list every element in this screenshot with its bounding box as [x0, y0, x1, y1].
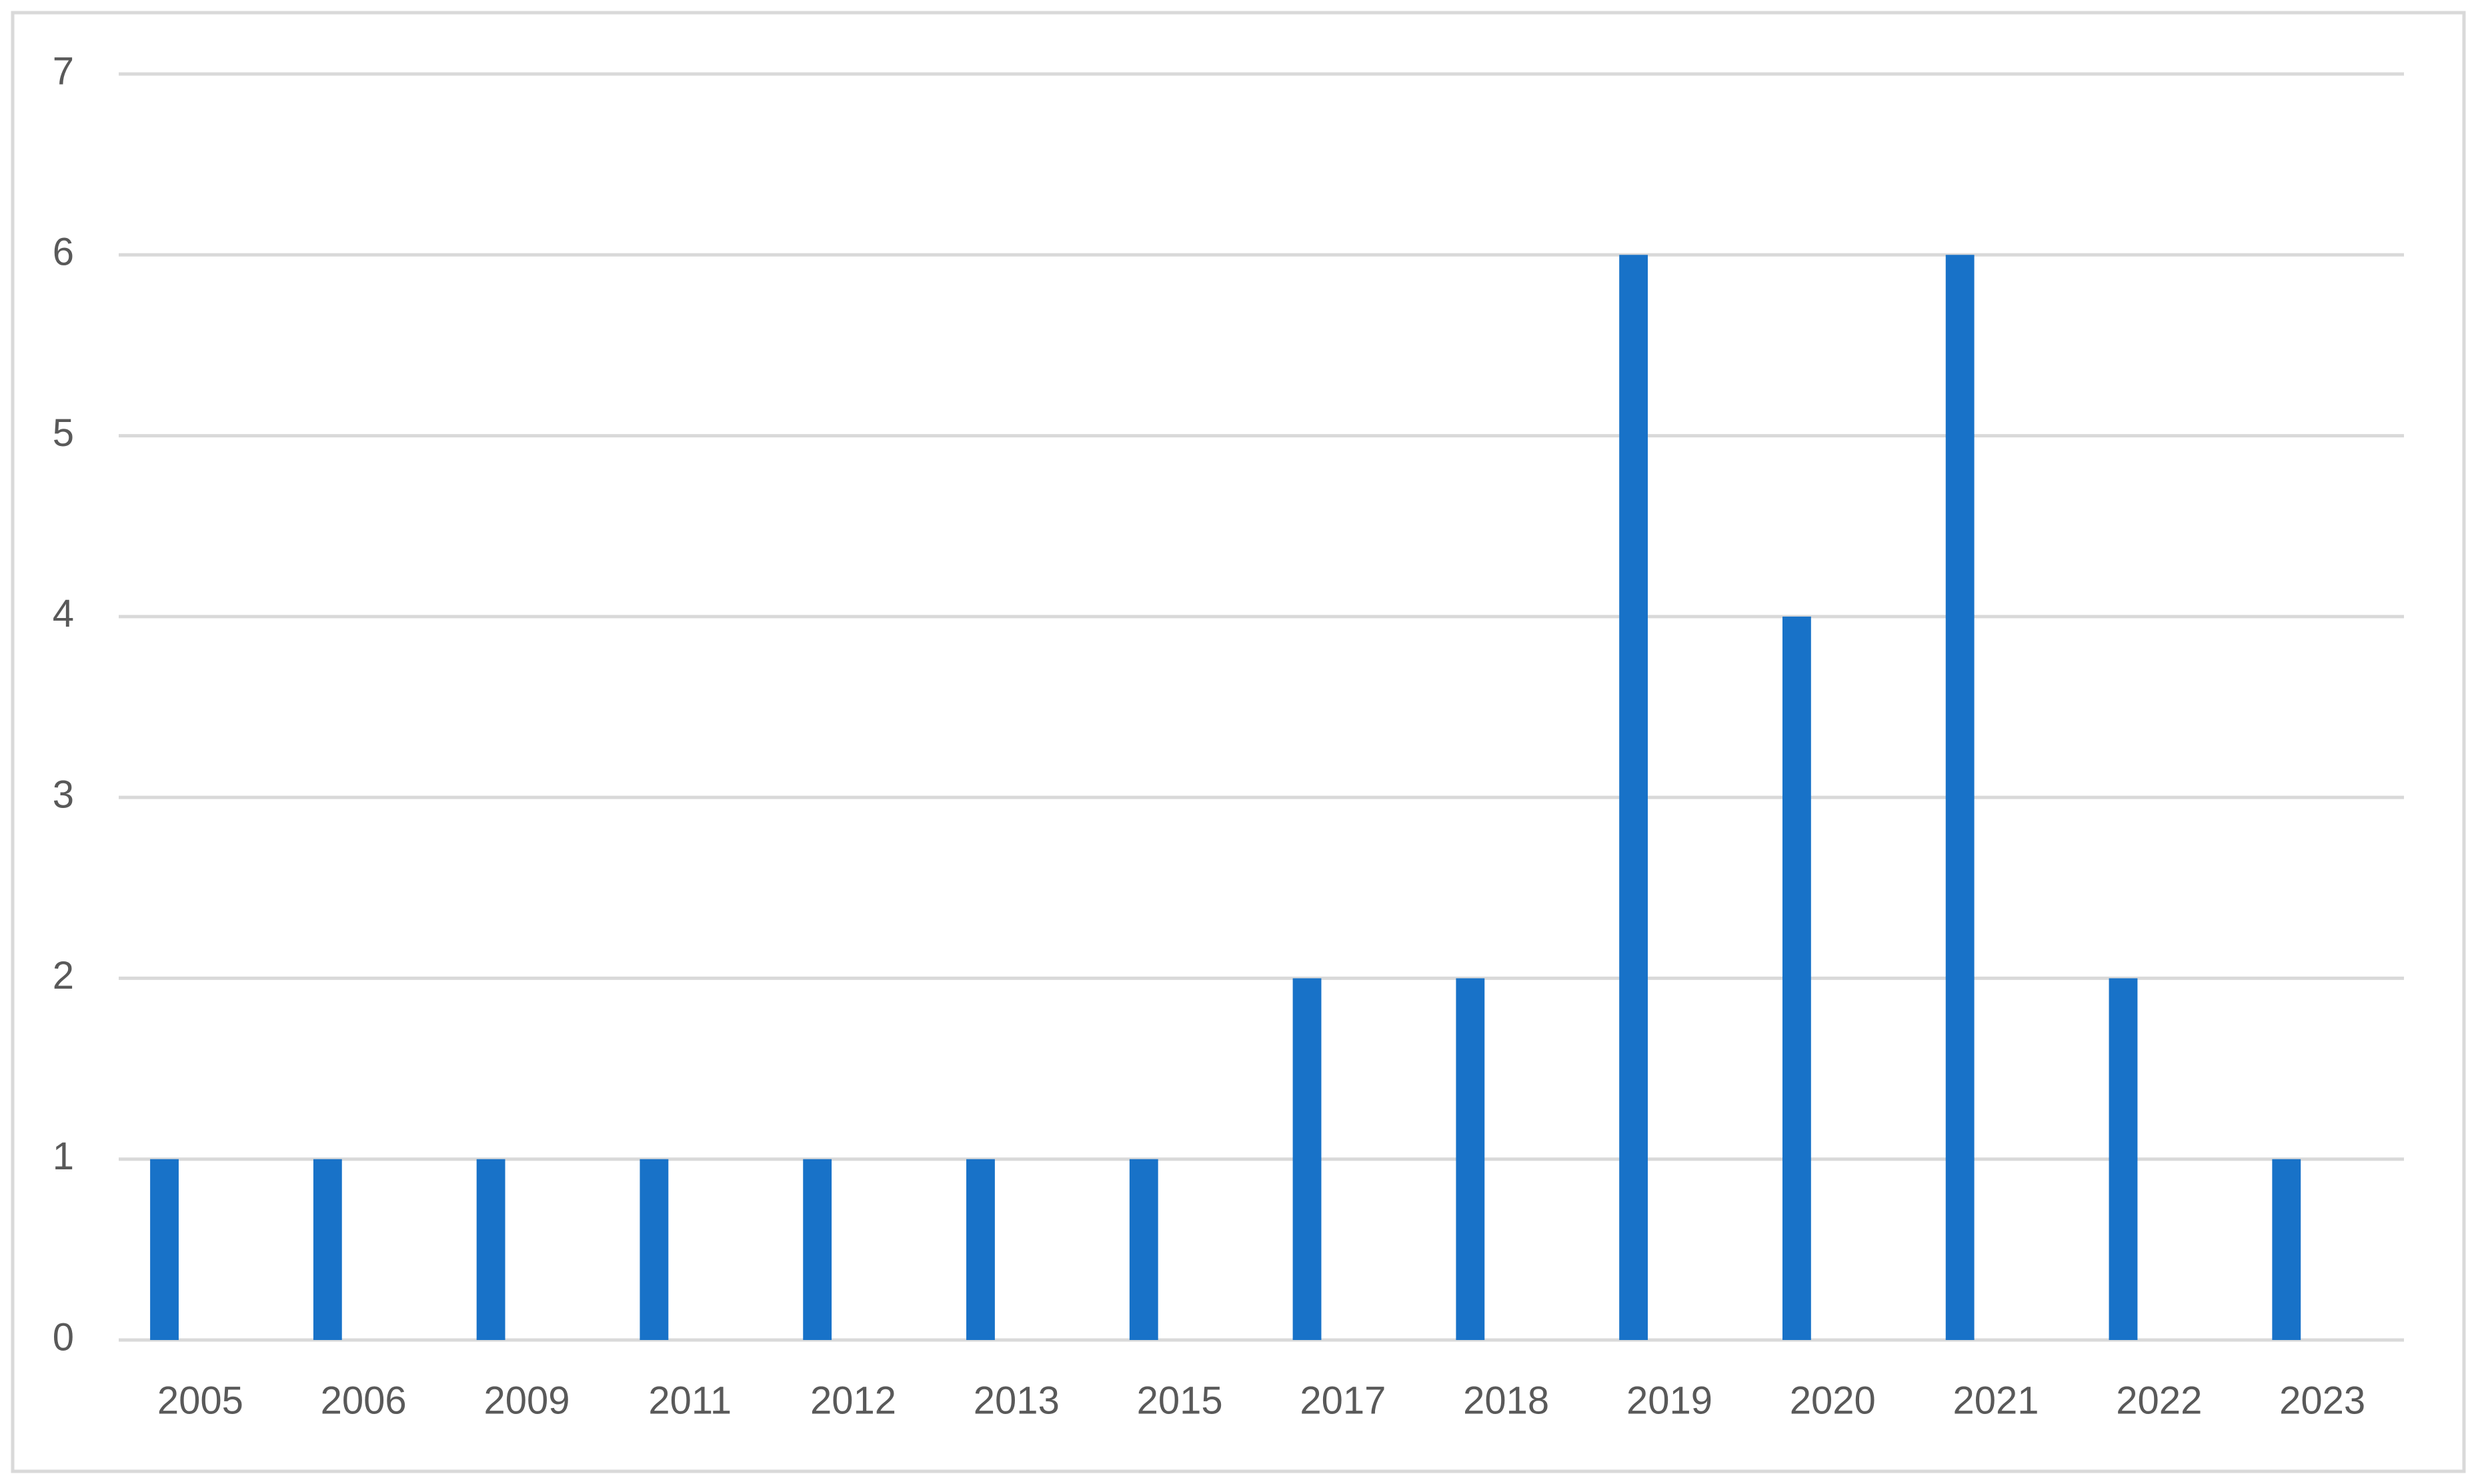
x-tick-label: 2020 — [1790, 1379, 1876, 1422]
y-tick-label: 6 — [53, 231, 74, 274]
y-tick-label: 1 — [53, 1135, 74, 1178]
x-tick-label: 2012 — [810, 1379, 896, 1422]
y-tick-label: 7 — [53, 49, 74, 93]
y-tick-label: 5 — [53, 411, 74, 455]
bar — [1782, 616, 1811, 1340]
y-tick-label: 0 — [53, 1315, 74, 1359]
bar — [1129, 1159, 1158, 1340]
bar — [1292, 978, 1322, 1340]
bar — [150, 1159, 179, 1340]
x-tick-label: 2017 — [1300, 1379, 1386, 1422]
y-tick-label: 3 — [53, 773, 74, 816]
x-tick-label: 2018 — [1463, 1379, 1549, 1422]
x-tick-label: 2015 — [1137, 1379, 1223, 1422]
x-tick-label: 2006 — [321, 1379, 407, 1422]
bar — [2272, 1159, 2301, 1340]
bar — [1456, 978, 1485, 1340]
bar — [640, 1159, 669, 1340]
bar — [966, 1159, 995, 1340]
x-tick-label: 2022 — [2116, 1379, 2202, 1422]
bar — [2109, 978, 2138, 1340]
x-tick-label: 2011 — [648, 1379, 732, 1422]
x-tick-label: 2023 — [2279, 1379, 2365, 1422]
y-tick-label: 4 — [53, 592, 74, 635]
x-tick-label: 2021 — [1953, 1379, 2039, 1422]
bar — [1619, 255, 1648, 1341]
chart-border — [11, 11, 2466, 1473]
x-tick-label: 2019 — [1626, 1379, 1712, 1422]
x-tick-label: 2009 — [483, 1379, 569, 1422]
x-tick-label: 2005 — [157, 1379, 243, 1422]
bar — [476, 1159, 505, 1340]
bar — [803, 1159, 832, 1340]
y-tick-label: 2 — [53, 954, 74, 997]
x-tick-label: 2013 — [974, 1379, 1060, 1422]
bar — [313, 1159, 342, 1340]
bar — [1945, 255, 1975, 1341]
